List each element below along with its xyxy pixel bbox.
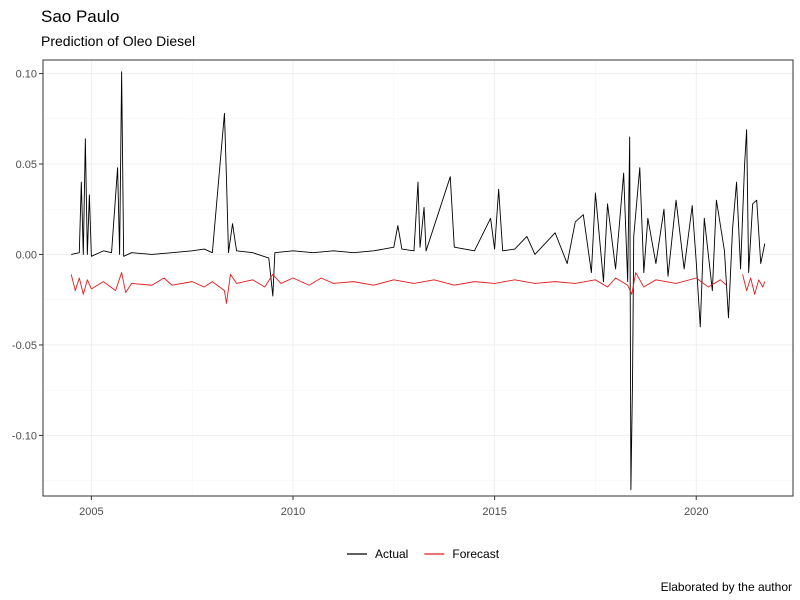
chart-subtitle: Prediction of Oleo Diesel [41,33,195,49]
series-line-actual [71,71,766,491]
x-tick-label: 2015 [482,506,506,518]
y-axis: 0.10 0.05 0.00 -0.05 -0.10 [12,69,43,442]
legend: Actual Forecast [347,547,500,561]
y-tick-label: 0.00 [16,249,37,261]
series-line-forecast [70,272,727,304]
legend-label-actual: Actual [375,547,408,561]
chart-title: Sao Paulo [41,7,119,26]
x-axis: 2005 2010 2015 2020 [79,496,708,518]
x-tick-label: 2020 [684,506,708,518]
y-tick-label: 0.05 [16,159,37,171]
x-tick-label: 2005 [79,506,103,518]
y-tick-label: -0.05 [12,340,37,352]
legend-label-forecast: Forecast [452,547,499,561]
y-tick-label: 0.10 [16,69,37,81]
plot-background [43,60,793,496]
plot-border [42,59,794,497]
x-tick-label: 2010 [281,506,305,518]
y-tick-label: -0.10 [12,430,37,442]
plot-panel [42,59,794,497]
chart-caption: Elaborated by the author [661,580,792,594]
series-layer [70,71,766,491]
series-line-forecast-tail [742,274,766,295]
